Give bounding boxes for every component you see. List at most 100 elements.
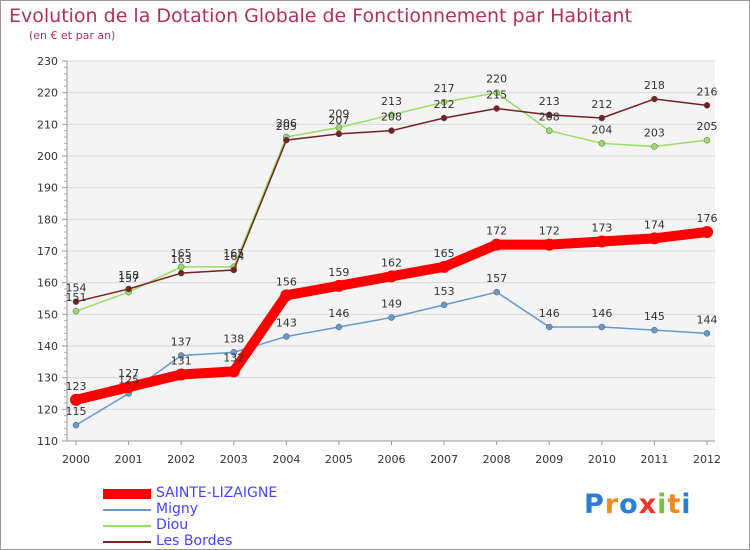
data-point: [490, 238, 503, 251]
legend-label-les-bordes: Les Bordes: [156, 533, 233, 549]
data-point: [175, 368, 188, 381]
data-point: [72, 298, 80, 305]
data-point: [651, 143, 658, 150]
data-point: [230, 349, 237, 356]
data-label: 165: [223, 247, 244, 260]
data-point: [227, 365, 240, 378]
data-label: 172: [539, 225, 560, 238]
data-label: 137: [171, 336, 192, 349]
data-label: 220: [486, 73, 507, 86]
proxiti-logo: Proxiti: [584, 489, 692, 520]
data-point: [440, 301, 448, 309]
x-tick-label: 2010: [588, 453, 616, 466]
data-label: 158: [118, 269, 139, 282]
x-tick-label: 2000: [62, 453, 90, 466]
data-label: 172: [486, 225, 507, 238]
data-point: [546, 323, 553, 331]
series-migny: [72, 288, 711, 429]
y-tick-label: 180: [37, 213, 58, 226]
data-point: [125, 285, 132, 293]
data-label: 146: [539, 307, 560, 320]
data-label: 145: [644, 310, 665, 323]
data-point: [543, 238, 556, 251]
legend-label-diou: Diou: [156, 517, 189, 533]
data-point: [385, 270, 398, 283]
x-tick-label: 2005: [325, 453, 353, 466]
data-label: 173: [591, 222, 612, 235]
x-tick-label: 2006: [378, 453, 406, 466]
data-label: 203: [644, 127, 665, 140]
data-point: [598, 323, 606, 331]
data-label: 212: [591, 98, 612, 111]
data-point: [177, 269, 185, 277]
data-point: [177, 263, 185, 271]
data-label: 165: [434, 247, 455, 260]
data-point: [438, 260, 451, 273]
logo-letter: x: [638, 489, 658, 520]
data-point: [230, 266, 237, 274]
y-tick-label: 120: [37, 403, 58, 416]
data-label: 163: [171, 253, 192, 266]
x-tick-label: 2012: [693, 453, 721, 466]
data-label: 151: [66, 291, 87, 304]
data-label: 132: [223, 351, 244, 364]
data-point: [335, 130, 343, 138]
logo-letter: i: [681, 489, 692, 520]
data-label: 209: [328, 108, 349, 121]
data-point: [283, 136, 290, 144]
data-label: 146: [591, 307, 612, 320]
logo-letter: o: [619, 489, 639, 520]
data-point: [703, 136, 711, 144]
data-label: 164: [223, 250, 244, 263]
data-label: 156: [276, 275, 297, 288]
data-label: 157: [118, 272, 139, 285]
data-point: [335, 124, 343, 131]
y-tick-label: 190: [37, 182, 58, 195]
data-label: 176: [697, 212, 718, 225]
data-label: 215: [486, 89, 507, 102]
data-label: 125: [118, 374, 139, 387]
data-label: 207: [328, 114, 349, 127]
data-label: 206: [276, 117, 297, 130]
chart-title: Evolution de la Dotation Globale de Fonc…: [9, 5, 632, 27]
y-tick-label: 130: [37, 372, 58, 385]
data-point: [546, 127, 553, 134]
series-les-bordes: [72, 95, 711, 305]
y-tick-label: 220: [37, 87, 58, 100]
data-point: [651, 95, 658, 103]
data-point: [72, 307, 80, 315]
data-point: [388, 111, 395, 119]
data-label: 157: [486, 272, 507, 285]
data-point: [440, 114, 448, 122]
data-label: 144: [697, 313, 718, 326]
data-point: [70, 393, 82, 406]
logo-letter: r: [604, 489, 620, 520]
data-point: [701, 226, 713, 238]
data-point: [703, 102, 711, 109]
logo-letter: P: [584, 489, 605, 520]
data-point: [177, 352, 185, 359]
data-label: 131: [171, 355, 192, 368]
data-point: [283, 333, 290, 340]
data-point: [598, 114, 606, 122]
y-tick-label: 150: [37, 308, 58, 321]
data-point: [493, 288, 500, 296]
x-tick-label: 2001: [115, 453, 143, 466]
data-point: [335, 323, 343, 331]
data-point: [72, 421, 80, 429]
data-label: 205: [276, 120, 297, 133]
data-label: 127: [118, 367, 139, 380]
x-tick-label: 2003: [220, 453, 248, 466]
data-label: 162: [381, 256, 402, 269]
data-label: 218: [644, 79, 665, 92]
data-label: 217: [434, 82, 455, 95]
data-point: [493, 89, 500, 96]
data-label: 154: [66, 282, 87, 295]
data-label: 165: [171, 247, 192, 260]
data-point: [388, 314, 395, 321]
data-point: [493, 105, 500, 112]
data-label: 143: [276, 317, 297, 330]
x-tick-label: 2007: [430, 453, 458, 466]
